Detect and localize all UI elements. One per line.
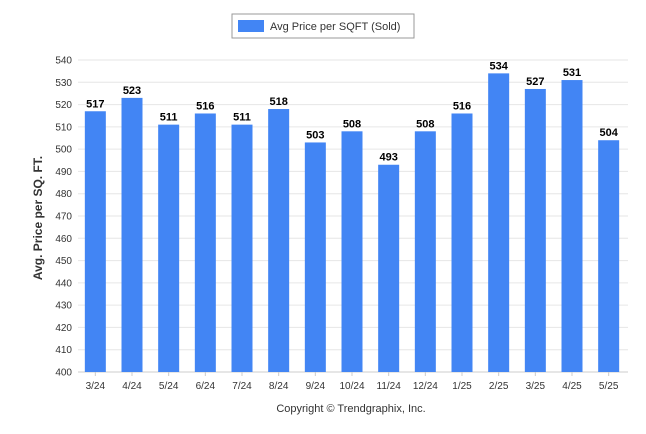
bar-value-label: 517 <box>86 98 104 110</box>
bar <box>158 124 180 372</box>
bar-value-label: 531 <box>563 67 581 79</box>
y-tick-label: 450 <box>55 256 72 267</box>
bar <box>121 97 143 372</box>
bar-value-label: 523 <box>123 85 141 97</box>
y-tick-label: 440 <box>55 278 72 289</box>
y-tick-label: 420 <box>55 323 72 334</box>
bar-value-label: 508 <box>416 118 434 130</box>
x-tick-label: 3/24 <box>86 381 106 392</box>
y-tick-label: 540 <box>55 56 72 67</box>
legend-label: Avg Price per SQFT (Sold) <box>270 21 400 33</box>
x-tick-label: 1/25 <box>452 381 472 392</box>
bar-value-label: 508 <box>343 118 361 130</box>
bar-value-label: 527 <box>526 76 544 88</box>
y-tick-label: 480 <box>55 189 72 200</box>
bar <box>414 131 436 372</box>
x-tick-label: 4/24 <box>122 381 142 392</box>
x-tick-label: 6/24 <box>196 381 216 392</box>
x-tick-label: 11/24 <box>377 381 402 392</box>
y-tick-label: 530 <box>55 78 72 89</box>
y-tick-label: 520 <box>55 100 72 111</box>
x-tick-label: 9/24 <box>306 381 326 392</box>
y-tick-label: 460 <box>55 234 72 245</box>
bar <box>378 164 400 372</box>
legend[interactable]: Avg Price per SQFT (Sold) <box>231 13 415 39</box>
bar <box>304 142 326 372</box>
bar <box>451 113 473 372</box>
bar <box>561 80 583 373</box>
y-tick-label: 510 <box>55 122 72 133</box>
bar <box>598 140 620 372</box>
x-tick-label: 5/24 <box>159 381 179 392</box>
x-tick-label: 2/25 <box>489 381 509 392</box>
bar-value-label: 534 <box>489 60 508 72</box>
bar-value-label: 516 <box>196 100 214 112</box>
x-tick-label: 12/24 <box>413 381 438 392</box>
x-tick-label: 7/24 <box>232 381 252 392</box>
copyright-text: Copyright © Trendgraphix, Inc. <box>276 403 425 415</box>
bar <box>341 131 363 372</box>
y-tick-label: 500 <box>55 145 72 156</box>
y-tick-label: 490 <box>55 167 72 178</box>
x-tick-label: 3/25 <box>526 381 546 392</box>
bar-value-label: 516 <box>453 100 471 112</box>
bar <box>231 124 253 372</box>
bar-value-label: 518 <box>269 96 287 108</box>
y-tick-label: 470 <box>55 212 72 223</box>
y-tick-label: 400 <box>55 368 72 379</box>
x-tick-label: 4/25 <box>562 381 582 392</box>
data-labels: 517 523 511 516 511 518 503 508 493 508 516 534 527 5… <box>86 60 619 163</box>
bar <box>194 113 216 372</box>
bar <box>268 109 290 373</box>
bar-value-label: 511 <box>160 112 178 124</box>
x-tick-label: 5/25 <box>599 381 619 392</box>
bar <box>524 88 546 372</box>
bar <box>84 111 106 372</box>
bar-value-label: 493 <box>379 152 397 164</box>
bar-value-label: 503 <box>306 129 324 141</box>
bars <box>84 73 620 373</box>
y-tick-label: 430 <box>55 301 72 312</box>
bar <box>488 73 510 372</box>
x-tick-label: 10/24 <box>339 381 364 392</box>
y-tick-label: 410 <box>55 345 72 356</box>
bar-value-label: 511 <box>233 112 251 124</box>
legend-swatch <box>238 20 264 32</box>
x-tick-label: 8/24 <box>269 381 289 392</box>
bar-value-label: 504 <box>599 127 618 139</box>
y-axis-title: Avg. Price per SQ. FT. <box>31 156 45 280</box>
